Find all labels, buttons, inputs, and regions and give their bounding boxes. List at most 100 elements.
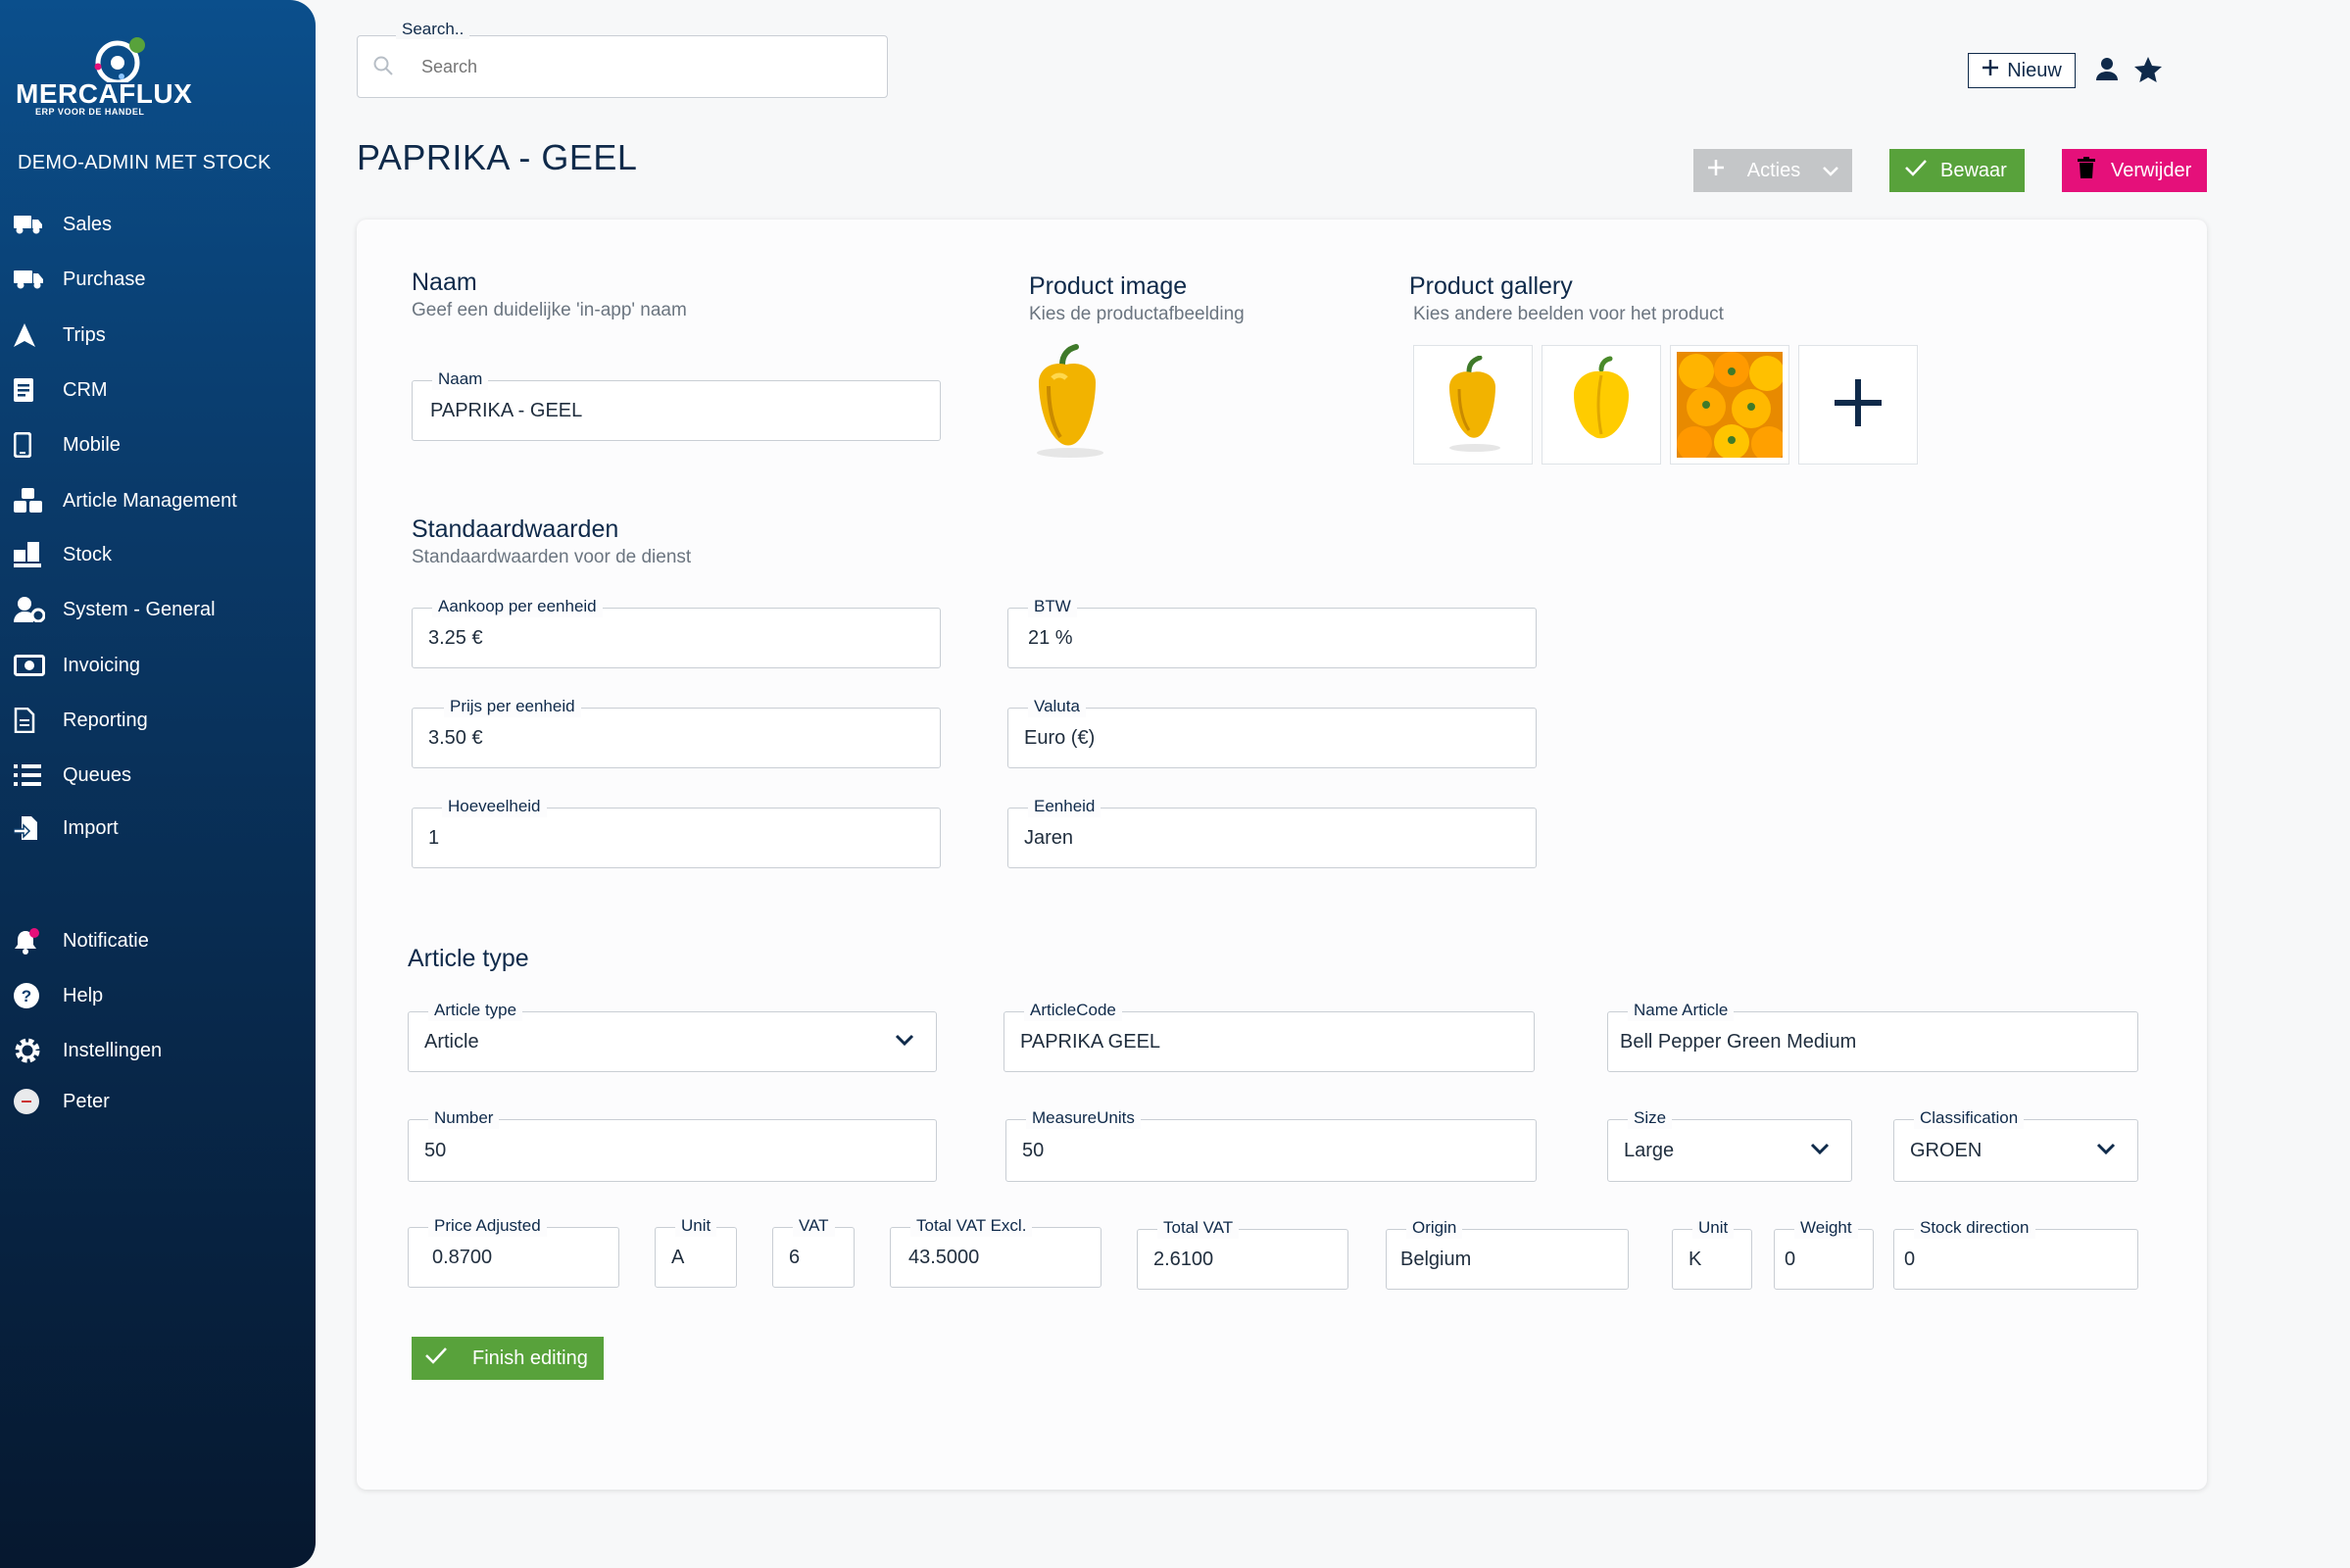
sidebar-item-notificatie[interactable]: Notificatie	[14, 921, 149, 960]
unit-value: A	[671, 1246, 685, 1268]
file-import-icon	[14, 814, 49, 842]
sidebar-item-trips[interactable]: Trips	[14, 316, 106, 355]
vat-label: VAT	[793, 1215, 835, 1237]
total-vat-label: Total VAT	[1157, 1217, 1240, 1239]
eenheid-field[interactable]: Eenheid Jaren	[1007, 796, 1537, 868]
weight-label: Weight	[1794, 1217, 1858, 1239]
sidebar-item-stock[interactable]: Stock	[14, 535, 112, 574]
eenheid-value: Jaren	[1024, 826, 1074, 849]
sidebar-item-help[interactable]: ? Help	[14, 976, 103, 1015]
btw-value: 21 %	[1028, 626, 1073, 649]
list-icon	[14, 761, 49, 789]
sidebar-item-purchase[interactable]: Purchase	[14, 260, 146, 299]
classification-select[interactable]: Classification GROEN	[1893, 1107, 2138, 1182]
vat-value: 6	[789, 1246, 801, 1268]
size-label: Size	[1628, 1107, 1673, 1129]
sidebar-item-label: Notificatie	[63, 929, 149, 952]
btw-field[interactable]: BTW 21 %	[1007, 596, 1537, 668]
defaults-subtitle: Standaardwaarden voor de dienst	[412, 547, 692, 567]
user-icon[interactable]	[2095, 57, 2119, 87]
name-article-field[interactable]: Name Article Bell Pepper Green Medium	[1607, 1000, 2138, 1072]
sidebar-item-sales[interactable]: Sales	[14, 205, 112, 244]
new-button[interactable]: Nieuw	[1968, 53, 2076, 88]
sidebar-item-label: System - General	[63, 598, 216, 620]
gallery-image-3[interactable]	[1670, 345, 1789, 465]
sidebar-item-peter[interactable]: Peter	[14, 1082, 110, 1121]
search-icon	[372, 55, 394, 81]
sidebar-item-label: Trips	[63, 323, 106, 346]
sidebar-item-label: Instellingen	[63, 1039, 163, 1061]
money-bill-icon	[14, 652, 49, 679]
prijs-field[interactable]: Prijs per eenheid 3.50 €	[412, 696, 941, 768]
sidebar-item-system-general[interactable]: System - General	[14, 590, 216, 629]
sidebar-item-mobile[interactable]: Mobile	[14, 425, 121, 465]
organization-name: DEMO-ADMIN MET STOCK	[18, 152, 271, 173]
total-vat-excl-value: 43.5000	[908, 1246, 980, 1268]
number-field[interactable]: Number 50	[408, 1107, 937, 1182]
hoeveelheid-field[interactable]: Hoeveelheid 1	[412, 796, 941, 868]
size-select[interactable]: Size Large	[1607, 1107, 1852, 1182]
article-code-value: PAPRIKA GEEL	[1020, 1030, 1161, 1053]
valuta-value: Euro (€)	[1024, 726, 1096, 749]
aankoop-value: 3.25 €	[428, 626, 483, 649]
measure-units-field[interactable]: MeasureUnits 50	[1005, 1107, 1537, 1182]
pallet-icon	[14, 541, 49, 568]
unit-2-field[interactable]: Unit K	[1672, 1217, 1752, 1290]
chevron-down-icon	[1823, 160, 1838, 182]
sidebar-item-article-management[interactable]: Article Management	[14, 481, 237, 520]
delete-button[interactable]: Verwijder	[2062, 149, 2207, 192]
bell-icon	[14, 927, 49, 955]
prijs-label: Prijs per eenheid	[444, 696, 581, 717]
search-label: Search..	[396, 20, 470, 39]
finish-editing-button[interactable]: Finish editing	[412, 1337, 604, 1380]
mercaflux-logo[interactable]: MERCAFLUX ERP VOOR DE HANDEL	[16, 33, 192, 123]
unit-label: Unit	[675, 1215, 717, 1237]
sidebar-item-label: Article Management	[63, 489, 237, 512]
eenheid-label: Eenheid	[1028, 796, 1102, 817]
save-button[interactable]: Bewaar	[1889, 149, 2025, 192]
origin-field[interactable]: Origin Belgium	[1386, 1217, 1629, 1290]
sidebar-item-label: Import	[63, 816, 119, 839]
product-image[interactable]	[1019, 343, 1117, 461]
gallery-image-1[interactable]	[1413, 345, 1533, 465]
search-input[interactable]	[421, 45, 872, 88]
sidebar-item-label: Invoicing	[63, 654, 140, 676]
naam-field[interactable]: Naam PAPRIKA - GEEL	[412, 368, 941, 441]
gallery-image-2[interactable]	[1542, 345, 1661, 465]
help-circle-icon: ?	[14, 982, 49, 1009]
naam-value: PAPRIKA - GEEL	[430, 399, 583, 421]
sidebar-item-invoicing[interactable]: Invoicing	[14, 646, 140, 685]
total-vat-excl-label: Total VAT Excl.	[910, 1215, 1033, 1237]
total-vat-field[interactable]: Total VAT 2.6100	[1137, 1217, 1348, 1290]
product-image-title: Product image	[1029, 272, 1188, 300]
sidebar-item-reporting[interactable]: Reporting	[14, 701, 148, 740]
price-adjusted-field[interactable]: Price Adjusted 0.8700	[408, 1215, 619, 1288]
logo-text: MERCAFLUX	[16, 78, 193, 109]
sidebar-item-crm[interactable]: CRM	[14, 370, 108, 410]
add-image-button[interactable]	[1798, 345, 1918, 465]
delivery-truck-icon	[14, 266, 49, 293]
weight-field[interactable]: Weight 0	[1774, 1217, 1874, 1290]
delete-label: Verwijder	[2111, 159, 2192, 181]
aankoop-field[interactable]: Aankoop per eenheid 3.25 €	[412, 596, 941, 668]
sidebar-item-instellingen[interactable]: Instellingen	[14, 1031, 162, 1070]
naam-title: Naam	[412, 269, 477, 296]
sidebar-item-queues[interactable]: Queues	[14, 756, 131, 795]
total-vat-excl-field[interactable]: Total VAT Excl. 43.5000	[890, 1215, 1102, 1288]
number-value: 50	[424, 1139, 447, 1161]
actions-dropdown-button[interactable]: Acties	[1693, 149, 1852, 192]
finish-editing-label: Finish editing	[472, 1347, 588, 1369]
unit-field[interactable]: Unit A	[655, 1215, 737, 1288]
unit-2-label: Unit	[1692, 1217, 1735, 1239]
stock-direction-field[interactable]: Stock direction 0	[1893, 1217, 2138, 1290]
plus-icon	[1707, 159, 1725, 182]
sidebar-item-label: Purchase	[63, 268, 146, 290]
article-type-select[interactable]: Article type Article	[408, 1000, 937, 1072]
chevron-down-icon	[1810, 1142, 1830, 1159]
article-code-field[interactable]: ArticleCode PAPRIKA GEEL	[1004, 1000, 1535, 1072]
star-icon[interactable]	[2134, 57, 2162, 87]
product-gallery-subtitle: Kies andere beelden voor het product	[1413, 304, 1724, 324]
valuta-field[interactable]: Valuta Euro (€)	[1007, 696, 1537, 768]
vat-field[interactable]: VAT 6	[772, 1215, 855, 1288]
sidebar-item-import[interactable]: Import	[14, 808, 119, 848]
